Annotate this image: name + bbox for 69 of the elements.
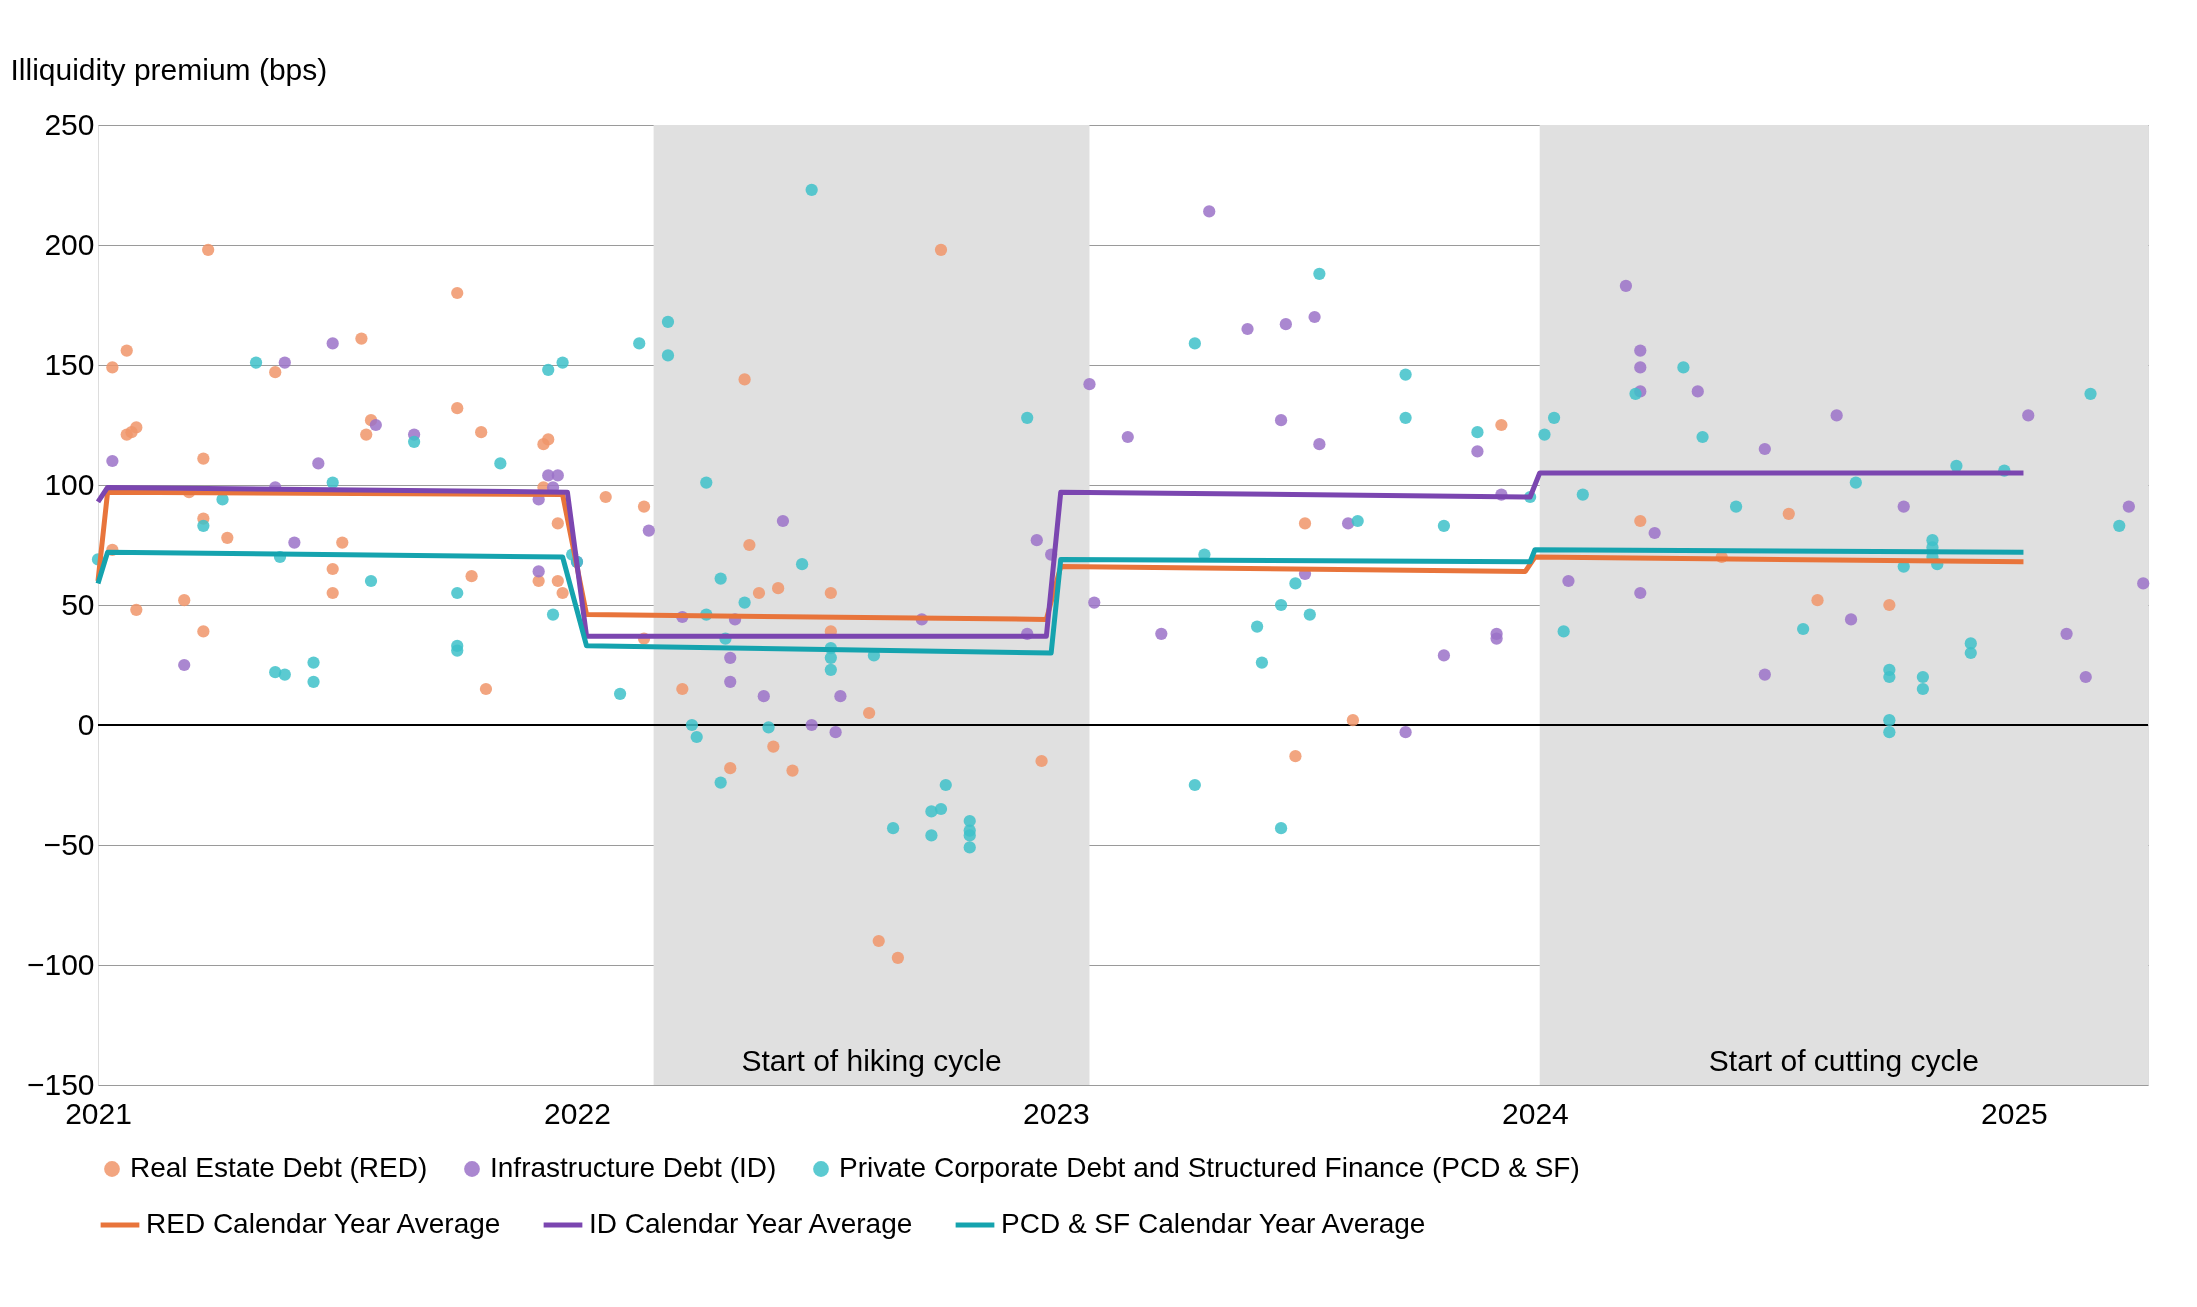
point	[743, 538, 756, 552]
y-tick-label: 200	[44, 227, 95, 261]
point	[336, 536, 349, 549]
point	[130, 603, 143, 616]
point	[934, 243, 948, 256]
point	[676, 682, 689, 696]
point	[556, 586, 569, 600]
point	[637, 500, 651, 513]
point	[326, 562, 339, 576]
point	[1346, 714, 1360, 727]
point	[106, 361, 119, 374]
point	[738, 373, 751, 386]
point	[1811, 594, 1824, 607]
point	[1298, 517, 1312, 530]
legend-label: Private Corporate Debt and Structured Finance (PCD & SF)	[839, 1152, 1580, 1183]
point	[542, 433, 555, 446]
legend-label: Real Estate Debt (RED)	[130, 1152, 428, 1183]
point	[1035, 754, 1048, 768]
y-tick-label: 50	[61, 587, 95, 621]
legend-label: Infrastructure Debt (ID)	[490, 1152, 777, 1183]
y-axis-title: Illiquidity premium (bps)	[10, 52, 328, 86]
point	[752, 586, 766, 600]
point	[355, 332, 368, 345]
point	[767, 740, 780, 753]
y-tick-label: 100	[44, 467, 95, 501]
point	[872, 934, 885, 948]
point	[551, 574, 564, 588]
point	[475, 426, 488, 439]
point	[197, 452, 210, 465]
y-tick-label: −50	[43, 827, 95, 861]
x-tick-label: 2022	[544, 1096, 611, 1130]
point	[326, 586, 339, 600]
legend-label: RED Calendar Year Average	[146, 1208, 501, 1239]
point	[451, 402, 464, 415]
x-tick-label: 2025	[1981, 1096, 2048, 1130]
y-tick-label: 250	[44, 107, 95, 141]
point	[1782, 507, 1795, 520]
point	[197, 625, 210, 638]
point	[360, 428, 373, 441]
point	[269, 366, 282, 379]
point	[451, 286, 464, 300]
point	[479, 682, 493, 696]
y-tick-label: 0	[77, 707, 95, 741]
legend-label: ID Calendar Year Average	[589, 1208, 913, 1239]
point	[465, 570, 478, 583]
point	[824, 586, 837, 600]
band-label: Start of hiking cycle	[741, 1044, 1002, 1077]
y-tick-label: −100	[26, 947, 95, 981]
point	[178, 594, 191, 607]
point	[1495, 418, 1508, 432]
band-label: Start of cutting cycle	[1708, 1044, 1979, 1077]
point	[202, 243, 215, 256]
point	[1883, 598, 1896, 612]
point	[221, 531, 234, 544]
legend-label: PCD & SF Calendar Year Average	[1001, 1208, 1426, 1239]
x-tick-label: 2023	[1023, 1096, 1090, 1130]
point	[551, 517, 564, 530]
point	[724, 762, 737, 775]
point	[786, 764, 799, 777]
point	[863, 706, 876, 720]
y-tick-label: 150	[44, 347, 95, 381]
point	[120, 344, 133, 357]
point	[599, 490, 612, 504]
point	[1634, 514, 1647, 528]
point	[772, 582, 785, 595]
point	[1289, 750, 1302, 763]
x-tick-label: 2024	[1502, 1096, 1569, 1130]
point	[891, 951, 905, 964]
point	[125, 426, 138, 439]
